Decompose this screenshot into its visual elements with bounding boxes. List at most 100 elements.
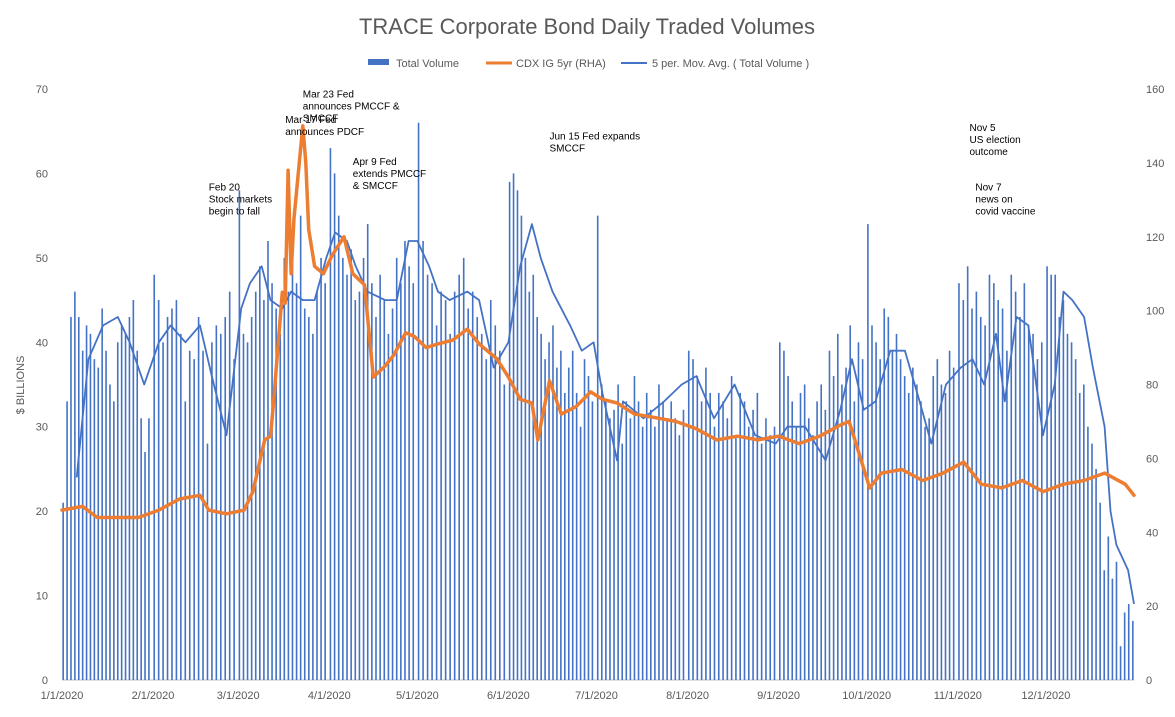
volume-bar <box>760 443 763 680</box>
volume-bar <box>600 384 603 680</box>
volume-bar <box>1127 604 1130 680</box>
volume-bar <box>316 291 318 680</box>
volume-bar <box>250 316 253 680</box>
volume-bar <box>1115 561 1118 680</box>
volume-bar <box>66 401 68 680</box>
volume-bar <box>1099 502 1101 680</box>
volume-bar <box>1014 291 1017 680</box>
volume-bar <box>275 308 277 680</box>
volume-bar <box>116 342 119 680</box>
volume-bar <box>379 274 381 680</box>
volume-bar <box>625 401 628 680</box>
volume-bar <box>440 291 442 680</box>
volume-bar <box>89 333 92 680</box>
volume-bar <box>696 376 699 680</box>
volume-bar <box>928 418 930 680</box>
volume-bar <box>791 401 794 680</box>
volume-bar <box>845 367 847 680</box>
volume-bar <box>375 316 377 680</box>
volume-bar <box>308 316 310 680</box>
volume-bar <box>591 401 594 680</box>
volume-bar <box>383 300 386 680</box>
volume-bar <box>984 325 986 680</box>
volume-bar <box>148 418 150 680</box>
volume-bar <box>544 359 546 680</box>
volume-bar <box>333 173 336 680</box>
x-tick-label: 8/1/2020 <box>666 690 709 702</box>
volume-bar <box>899 359 902 680</box>
volume-bar <box>883 308 886 680</box>
volume-bar <box>206 443 209 680</box>
volume-bar <box>993 283 995 680</box>
volume-bar <box>556 367 558 680</box>
volume-bar <box>682 409 685 680</box>
volume-bar <box>912 367 914 680</box>
volume-bar <box>77 316 80 680</box>
x-axis-ticks: 1/1/2020 2/1/2020 3/1/2020 4/1/2020 5/1/2020… <box>41 690 1071 702</box>
volume-bar <box>773 426 776 680</box>
volume-bar <box>613 409 615 680</box>
y-axis-ticks: 0 10 20 30 40 50 60 70 <box>36 84 48 687</box>
y-tick-label: 0 <box>42 675 48 687</box>
volume-bar <box>136 350 139 680</box>
legend-label-cdx: CDX IG 5yr (RHA) <box>516 58 606 70</box>
volume-bar <box>713 426 716 680</box>
volume-bar <box>605 401 607 680</box>
volume-bar <box>879 359 881 680</box>
legend: Total Volume CDX IG 5yr (RHA) 5 per. Mov… <box>368 58 809 70</box>
volume-bar <box>197 316 200 680</box>
volume-bar <box>1074 359 1077 680</box>
volume-bar <box>871 325 873 680</box>
volume-bar <box>722 401 724 680</box>
volume-bar <box>1006 350 1008 680</box>
volume-bar <box>629 418 632 680</box>
annotation-text: Apr 9 Fed extends PMCCF & SMCCF <box>353 157 426 192</box>
volume-bar <box>219 333 222 680</box>
annotation-text: Nov 7 news on covid vaccine <box>975 182 1035 217</box>
volume-bar <box>74 291 76 680</box>
volume-bar <box>412 283 415 680</box>
y2-tick-label: 20 <box>1146 601 1158 613</box>
volume-bar <box>499 350 501 680</box>
chart-title: TRACE Corporate Bond Daily Traded Volume… <box>359 14 815 39</box>
mov-avg-line <box>75 223 1135 605</box>
volume-bar <box>709 392 711 680</box>
volume-bar <box>426 274 429 680</box>
volume-bar <box>283 257 286 680</box>
x-tick-label: 1/1/2020 <box>41 690 84 702</box>
volume-bar <box>70 316 72 680</box>
volume-bar <box>132 300 135 680</box>
volume-bar <box>228 291 231 680</box>
volume-bar <box>849 325 851 680</box>
volume-bar <box>489 300 492 680</box>
volume-bar <box>371 283 373 680</box>
volume-bar <box>692 359 694 680</box>
volume-bar <box>279 333 282 680</box>
x-tick-label: 9/1/2020 <box>757 690 800 702</box>
volume-bar <box>650 409 652 680</box>
volume-bar <box>215 325 218 680</box>
volume-bar <box>346 274 348 680</box>
volume-bar <box>267 240 269 680</box>
legend-swatch-total-volume <box>368 59 389 65</box>
volume-bar <box>988 274 991 680</box>
volume-bar <box>101 308 103 680</box>
volume-bar <box>528 291 531 680</box>
y2-tick-label: 140 <box>1146 158 1164 170</box>
x-tick-label: 11/1/2020 <box>934 690 982 702</box>
volume-bar <box>503 384 506 680</box>
volume-bar <box>1107 536 1110 680</box>
volume-bar <box>799 392 802 680</box>
volume-bar <box>920 401 922 680</box>
volume-bar <box>1062 300 1065 680</box>
volume-bar <box>395 257 398 680</box>
volume-bar <box>1087 426 1089 680</box>
volume-bar <box>431 283 433 680</box>
volume-bar <box>743 401 746 680</box>
volume-bar <box>924 426 926 680</box>
volume-bar <box>387 333 390 680</box>
volume-bar <box>633 376 636 680</box>
volume-bar <box>524 257 527 680</box>
volume-bar <box>621 443 624 680</box>
y2-tick-label: 0 <box>1146 675 1152 687</box>
